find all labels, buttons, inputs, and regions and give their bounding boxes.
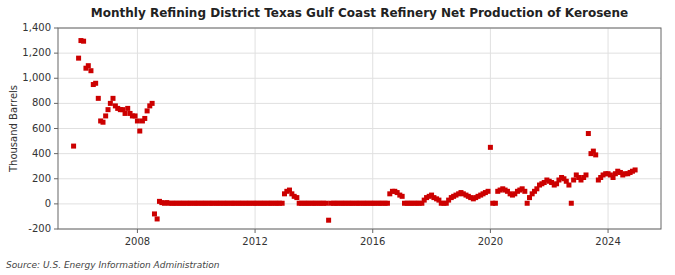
y-tick (54, 229, 58, 230)
grid-line-x (255, 28, 256, 229)
point (569, 201, 574, 206)
grid-line-y (58, 78, 661, 79)
grid-line-y (58, 128, 661, 129)
point (93, 81, 98, 86)
points (71, 38, 638, 223)
y-tick (54, 53, 58, 54)
point (525, 201, 530, 206)
point (142, 116, 147, 121)
x-tick-label: 2012 (242, 236, 267, 247)
point (103, 113, 108, 118)
plot-area (58, 28, 661, 229)
point (96, 96, 101, 101)
x-tick (255, 229, 256, 233)
y-tick (54, 203, 58, 204)
x-tick-label: 2020 (478, 236, 503, 247)
point (88, 68, 93, 73)
y-tick (54, 128, 58, 129)
point (633, 167, 638, 172)
x-tick-label: 2008 (125, 236, 150, 247)
point (571, 178, 576, 183)
y-axis-label: Thousand Barrels (8, 85, 19, 173)
y-tick-label: 0 (45, 198, 51, 209)
point (108, 101, 113, 106)
y-tick-label: 200 (32, 173, 51, 184)
grid-line-x (490, 28, 491, 229)
point (493, 201, 498, 206)
y-tick-label: 400 (32, 148, 51, 159)
point (81, 39, 86, 44)
x-tick (490, 229, 491, 233)
y-tick (54, 78, 58, 79)
source-note: Source: U.S. Energy Information Administ… (6, 260, 220, 270)
point (593, 152, 598, 157)
point (486, 189, 491, 194)
point (400, 194, 405, 199)
y-tick (54, 28, 58, 29)
axes: -200 0 200 400 600 800 1,000 1,200 1,400 2008 2012… (22, 22, 620, 247)
point (152, 211, 157, 216)
point (150, 101, 155, 106)
point (133, 113, 138, 118)
point (86, 63, 91, 68)
grid (58, 28, 661, 229)
plot-frame (58, 28, 661, 229)
y-tick-label: 1,400 (22, 22, 51, 33)
point (522, 189, 527, 194)
y-tick-label: 600 (32, 123, 51, 134)
point (135, 118, 140, 123)
x-tick (137, 229, 138, 233)
y-tick (54, 103, 58, 104)
x-tick (608, 229, 609, 233)
point (324, 201, 329, 206)
point (583, 172, 588, 177)
y-tick (54, 178, 58, 179)
point (125, 106, 130, 111)
grid-line-x (137, 28, 138, 229)
chart: -200 0 200 400 600 800 1,000 1,200 1,400 2008 2012… (0, 0, 675, 275)
point (280, 201, 285, 206)
grid-line-y (58, 178, 661, 179)
y-tick-label: 800 (32, 97, 51, 108)
y-tick-label: 1,200 (22, 47, 51, 58)
grid-line-x (608, 28, 609, 229)
y-tick (54, 153, 58, 154)
grid-line-y (58, 153, 661, 154)
point (326, 218, 331, 223)
point (71, 144, 76, 149)
point (106, 107, 111, 112)
point (76, 56, 81, 61)
point (137, 129, 142, 134)
point (111, 96, 116, 101)
grid-line-x (372, 28, 373, 229)
x-tick (372, 229, 373, 233)
point (488, 145, 493, 150)
x-tick-label: 2024 (595, 236, 620, 247)
point (566, 183, 571, 188)
title: Monthly Refining District Texas Gulf Coa… (91, 6, 628, 20)
y-tick-label: -200 (28, 223, 51, 234)
point (145, 108, 150, 113)
x-tick-label: 2016 (360, 236, 385, 247)
point (101, 120, 106, 125)
point (294, 195, 299, 200)
point (385, 201, 390, 206)
point (123, 111, 128, 116)
grid-line-y (58, 53, 661, 54)
point (586, 131, 591, 136)
y-tick-label: 1,000 (22, 72, 51, 83)
point (155, 216, 160, 221)
